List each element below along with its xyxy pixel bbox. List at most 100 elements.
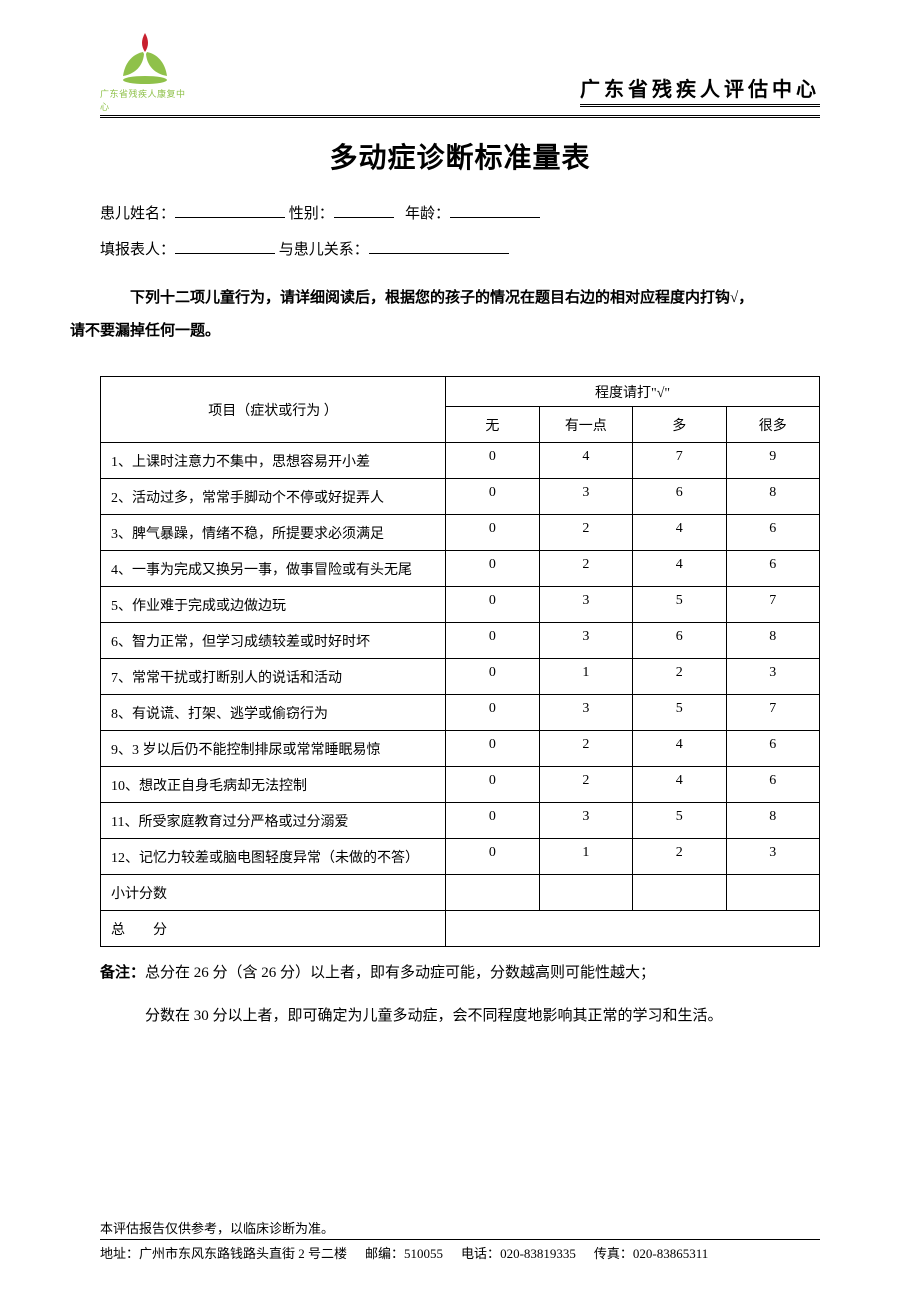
notes-text1: 总分在 26 分（含 26 分）以上者，即有多动症可能，分数越高则可能性越大；: [145, 965, 655, 981]
score-cell[interactable]: 1: [539, 659, 632, 695]
score-cell[interactable]: 0: [446, 803, 539, 839]
score-cell[interactable]: 4: [633, 731, 726, 767]
score-cell[interactable]: 6: [726, 515, 819, 551]
score-cell[interactable]: 6: [633, 623, 726, 659]
score-cell[interactable]: 5: [633, 587, 726, 623]
item-cell: 4、一事为完成又换另一事，做事冒险或有头无尾: [101, 551, 446, 587]
table-row: 5、作业难于完成或边做边玩0357: [101, 587, 820, 623]
score-cell[interactable]: 7: [726, 587, 819, 623]
score-cell[interactable]: 5: [633, 803, 726, 839]
score-cell[interactable]: 7: [633, 443, 726, 479]
item-cell: 9、3 岁以后仍不能控制排尿或常常睡眠易惊: [101, 731, 446, 767]
score-cell[interactable]: 9: [726, 443, 819, 479]
subtotal-cell[interactable]: [726, 875, 819, 911]
table-row: 7、常常干扰或打断别人的说话和活动0123: [101, 659, 820, 695]
table-row: 2、活动过多，常常手脚动个不停或好捉弄人0368: [101, 479, 820, 515]
footer-zip: 邮编：510055: [365, 1243, 443, 1262]
score-cell[interactable]: 5: [633, 695, 726, 731]
score-cell[interactable]: 0: [446, 443, 539, 479]
table-row: 3、脾气暴躁，情绪不稳，所提要求必须满足0246: [101, 515, 820, 551]
score-cell[interactable]: 3: [726, 659, 819, 695]
page-title: 多动症诊断标准量表: [100, 136, 820, 176]
subtotal-cell[interactable]: [446, 875, 539, 911]
name-label: 患儿姓名：: [100, 206, 175, 222]
score-cell[interactable]: 8: [726, 479, 819, 515]
score-cell[interactable]: 4: [633, 767, 726, 803]
item-cell: 12、记忆力较差或脑电图轻度异常（未做的不答）: [101, 839, 446, 875]
table-row: 11、所受家庭教育过分严格或过分溺爱0358: [101, 803, 820, 839]
gender-field[interactable]: [334, 200, 394, 218]
score-cell[interactable]: 3: [539, 479, 632, 515]
score-cell[interactable]: 2: [539, 551, 632, 587]
age-field[interactable]: [450, 200, 540, 218]
item-cell: 5、作业难于完成或边做边玩: [101, 587, 446, 623]
total-cell[interactable]: [446, 911, 820, 947]
subtotal-cell[interactable]: [539, 875, 632, 911]
col-much: 很多: [726, 407, 819, 443]
logo-icon: [115, 30, 175, 85]
score-cell[interactable]: 3: [539, 695, 632, 731]
score-cell[interactable]: 0: [446, 839, 539, 875]
score-cell[interactable]: 6: [726, 731, 819, 767]
col-none: 无: [446, 407, 539, 443]
footer-disclaimer: 本评估报告仅供参考，以临床诊断为准。: [100, 1218, 820, 1240]
score-cell[interactable]: 0: [446, 659, 539, 695]
score-cell[interactable]: 0: [446, 695, 539, 731]
logo-caption: 广东省残疾人康复中心: [100, 87, 190, 113]
score-cell[interactable]: 0: [446, 515, 539, 551]
score-cell[interactable]: 0: [446, 587, 539, 623]
notes-prefix: 备注：: [100, 965, 145, 981]
score-cell[interactable]: 3: [539, 587, 632, 623]
score-cell[interactable]: 3: [539, 803, 632, 839]
item-cell: 11、所受家庭教育过分严格或过分溺爱: [101, 803, 446, 839]
footer-tel: 电话：020-83819335: [461, 1243, 576, 1262]
notes-line1: 备注：总分在 26 分（含 26 分）以上者，即有多动症可能，分数越高则可能性越…: [100, 957, 820, 990]
score-cell[interactable]: 2: [539, 767, 632, 803]
score-cell[interactable]: 6: [633, 479, 726, 515]
score-cell[interactable]: 2: [539, 731, 632, 767]
gender-label: 性别：: [289, 206, 334, 222]
table-row: 4、一事为完成又换另一事，做事冒险或有头无尾0246: [101, 551, 820, 587]
score-cell[interactable]: 4: [633, 515, 726, 551]
table-row: 9、3 岁以后仍不能控制排尿或常常睡眠易惊0246: [101, 731, 820, 767]
table-row: 8、有说谎、打架、逃学或偷窃行为0357: [101, 695, 820, 731]
score-cell[interactable]: 0: [446, 623, 539, 659]
score-cell[interactable]: 3: [539, 623, 632, 659]
item-cell: 3、脾气暴躁，情绪不稳，所提要求必须满足: [101, 515, 446, 551]
score-cell[interactable]: 0: [446, 767, 539, 803]
score-cell[interactable]: 4: [539, 443, 632, 479]
relation-field[interactable]: [369, 236, 509, 254]
subtotal-cell[interactable]: [633, 875, 726, 911]
score-cell[interactable]: 7: [726, 695, 819, 731]
score-cell[interactable]: 6: [726, 767, 819, 803]
instructions: 下列十二项儿童行为，请详细阅读后，根据您的孩子的情况在题目右边的相对应程度内打钩…: [100, 282, 820, 348]
score-cell[interactable]: 8: [726, 803, 819, 839]
name-field[interactable]: [175, 200, 285, 218]
score-table: 项目（症状或行为 ） 程度请打"√" 无 有一点 多 很多 1、上课时注意力不集…: [100, 376, 820, 947]
score-cell[interactable]: 0: [446, 479, 539, 515]
patient-info-line2: 填报表人： 与患儿关系：: [100, 232, 820, 268]
page-header: 广东省残疾人康复中心 广东省残疾人评估中心: [100, 30, 820, 118]
score-cell[interactable]: 3: [726, 839, 819, 875]
reporter-field[interactable]: [175, 236, 275, 254]
item-cell: 1、上课时注意力不集中，思想容易开小差: [101, 443, 446, 479]
score-cell[interactable]: 1: [539, 839, 632, 875]
patient-info-line1: 患儿姓名： 性别： 年龄：: [100, 196, 820, 232]
score-cell[interactable]: 0: [446, 731, 539, 767]
score-cell[interactable]: 4: [633, 551, 726, 587]
notes-line2: 分数在 30 分以上者，即可确定为儿童多动症，会不同程度地影响其正常的学习和生活…: [100, 1000, 820, 1033]
score-cell[interactable]: 2: [633, 839, 726, 875]
org-name: 广东省残疾人评估中心: [580, 73, 820, 107]
total-label: 总分: [101, 911, 446, 947]
score-cell[interactable]: 2: [539, 515, 632, 551]
table-row: 6、智力正常，但学习成绩较差或时好时坏0368: [101, 623, 820, 659]
score-cell[interactable]: 2: [633, 659, 726, 695]
score-cell[interactable]: 8: [726, 623, 819, 659]
subtotal-row: 小计分数: [101, 875, 820, 911]
score-cell[interactable]: 0: [446, 551, 539, 587]
score-cell[interactable]: 6: [726, 551, 819, 587]
col-more: 多: [633, 407, 726, 443]
header-item: 项目（症状或行为 ）: [101, 377, 446, 443]
item-cell: 6、智力正常，但学习成绩较差或时好时坏: [101, 623, 446, 659]
relation-label: 与患儿关系：: [279, 242, 369, 258]
